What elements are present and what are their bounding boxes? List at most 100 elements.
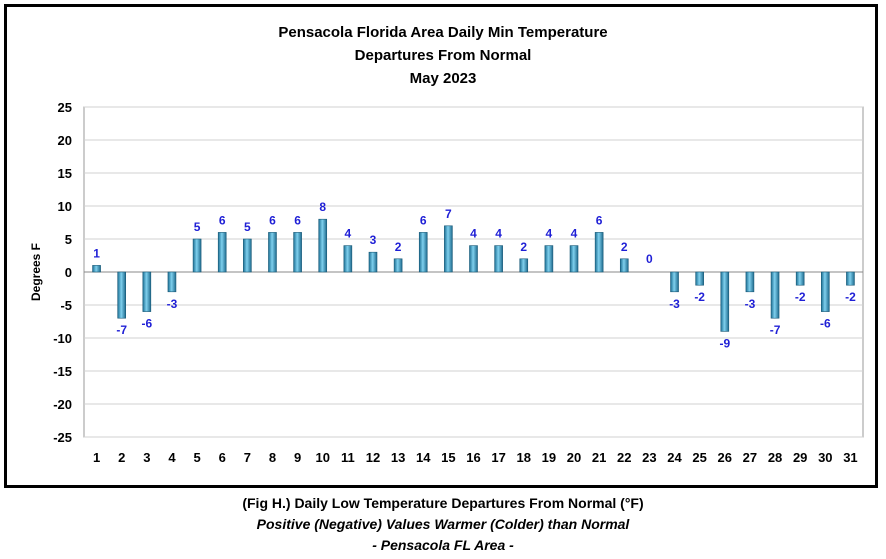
data-label-day-26: -9 — [719, 336, 730, 350]
x-tick-label: 21 — [592, 450, 606, 465]
data-label-day-30: -6 — [820, 317, 831, 331]
bar-day-20 — [569, 245, 579, 273]
x-tick-label: 14 — [416, 450, 431, 465]
data-label-day-4: -3 — [167, 297, 178, 311]
x-tick-label: 5 — [193, 450, 200, 465]
x-tick-label: 26 — [718, 450, 732, 465]
bar-day-17 — [494, 245, 503, 273]
x-tick-label: 2 — [118, 450, 125, 465]
x-tick-label: 3 — [143, 450, 150, 465]
data-label-day-3: -6 — [141, 317, 152, 331]
x-tick-label: 13 — [391, 450, 405, 465]
data-label-day-2: -7 — [116, 323, 127, 337]
bar-day-16 — [469, 245, 478, 273]
x-tick-label: 9 — [294, 450, 301, 465]
data-labels: 1 -7 -6 -3 5 6 5 6 6 8 4 3 2 6 7 4 4 2 4 4 6 2 0 -3 -2 -9 -3 -7 -2 -6… — [93, 200, 856, 350]
bar-day-5 — [192, 238, 202, 273]
data-label-day-24: -3 — [669, 297, 680, 311]
bar-day-8 — [268, 232, 277, 273]
data-label-day-13: 2 — [395, 240, 402, 254]
data-label-day-1: 1 — [93, 246, 100, 260]
bar-day-11 — [343, 245, 353, 273]
data-label-day-22: 2 — [621, 240, 628, 254]
data-label-day-16: 4 — [470, 227, 477, 241]
chart-title: Pensacola Florida Area Daily Min Tempera… — [278, 24, 607, 41]
x-tick-label: 6 — [219, 450, 226, 465]
bar-day-3 — [142, 271, 152, 312]
data-label-day-27: -3 — [745, 297, 756, 311]
data-label-day-7: 5 — [244, 220, 251, 234]
data-label-day-12: 3 — [370, 233, 377, 247]
bar-day-12 — [368, 251, 378, 273]
x-tick-label: 24 — [667, 450, 682, 465]
data-label-day-25: -2 — [694, 290, 705, 304]
bar-day-15 — [444, 225, 453, 273]
y-axis-label: Degrees F — [29, 243, 43, 301]
x-tick-label: 10 — [315, 450, 329, 465]
data-label-day-29: -2 — [795, 290, 806, 304]
bar-day-28 — [770, 271, 780, 319]
data-label-day-10: 8 — [319, 200, 326, 214]
caption-line-2: Positive (Negative) Values Warmer (Colde… — [256, 516, 630, 532]
bar-day-13 — [393, 258, 403, 273]
data-label-day-20: 4 — [571, 227, 578, 241]
chart-subtitle-1: Departures From Normal — [355, 47, 532, 64]
x-tick-label: 16 — [466, 450, 480, 465]
data-label-day-15: 7 — [445, 207, 452, 221]
bar-day-14 — [418, 232, 428, 273]
bar-day-1 — [92, 265, 101, 273]
y-tick-label: 5 — [65, 232, 72, 247]
x-tick-label: 28 — [768, 450, 782, 465]
x-tick-label: 31 — [843, 450, 857, 465]
data-label-day-23: 0 — [646, 252, 653, 266]
x-tick-label: 19 — [542, 450, 556, 465]
bar-day-31 — [846, 271, 855, 286]
data-label-day-28: -7 — [770, 323, 781, 337]
x-tick-label: 17 — [491, 450, 505, 465]
data-label-day-5: 5 — [194, 220, 201, 234]
x-tick-labels: 1 2 3 4 5 6 7 8 9 10 11 12 13 14 15 16 17 18 19 20 21 22 23 24 2… — [93, 450, 858, 465]
y-tick-label: 15 — [58, 166, 72, 181]
y-tick-label: -25 — [53, 430, 72, 445]
bar-day-24 — [670, 271, 679, 293]
data-label-day-14: 6 — [420, 213, 427, 227]
x-tick-label: 7 — [244, 450, 251, 465]
bar-day-29 — [795, 271, 805, 286]
chart: Pensacola Florida Area Daily Min Tempera… — [29, 24, 864, 465]
data-label-day-9: 6 — [294, 213, 301, 227]
x-tick-label: 1 — [93, 450, 100, 465]
x-tick-label: 15 — [441, 450, 455, 465]
y-tick-label: -20 — [53, 397, 72, 412]
gridlines — [84, 106, 863, 438]
bar-day-2 — [117, 271, 126, 319]
x-tick-label: 20 — [567, 450, 581, 465]
bar-day-10 — [318, 218, 328, 273]
x-tick-label: 8 — [269, 450, 276, 465]
x-tick-label: 11 — [341, 450, 355, 465]
data-label-day-8: 6 — [269, 213, 276, 227]
bars — [92, 218, 855, 332]
bar-day-9 — [293, 232, 302, 273]
x-tick-label: 22 — [617, 450, 631, 465]
y-tick-label: 10 — [58, 199, 72, 214]
x-tick-label: 12 — [366, 450, 380, 465]
x-tick-label: 4 — [168, 450, 176, 465]
data-label-day-6: 6 — [219, 213, 226, 227]
x-tick-label: 18 — [517, 450, 531, 465]
bar-day-27 — [745, 271, 755, 293]
data-label-day-19: 4 — [546, 227, 553, 241]
x-tick-label: 30 — [818, 450, 832, 465]
bar-day-22 — [619, 258, 629, 273]
chart-subtitle-2: May 2023 — [410, 70, 477, 87]
y-tick-label: 20 — [58, 133, 72, 148]
x-tick-label: 23 — [642, 450, 656, 465]
bar-day-19 — [544, 245, 554, 273]
data-label-day-18: 2 — [520, 240, 527, 254]
caption-line-1: (Fig H.) Daily Low Temperature Departure… — [242, 495, 644, 511]
x-tick-label: 29 — [793, 450, 807, 465]
bar-day-4 — [167, 271, 177, 293]
y-tick-label: -15 — [53, 364, 72, 379]
bar-day-6 — [217, 232, 227, 273]
y-tick-label: -5 — [60, 298, 72, 313]
bar-day-30 — [821, 271, 830, 312]
